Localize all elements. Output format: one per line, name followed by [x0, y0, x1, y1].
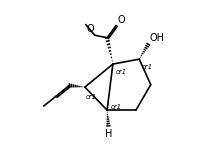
Text: O: O: [117, 15, 125, 25]
Text: or1: or1: [110, 104, 121, 110]
Text: H: H: [105, 129, 112, 139]
Text: OH: OH: [150, 33, 165, 43]
Text: or1: or1: [86, 94, 97, 100]
Text: or1: or1: [116, 69, 127, 75]
Text: O: O: [86, 24, 94, 34]
Text: or1: or1: [142, 64, 153, 70]
